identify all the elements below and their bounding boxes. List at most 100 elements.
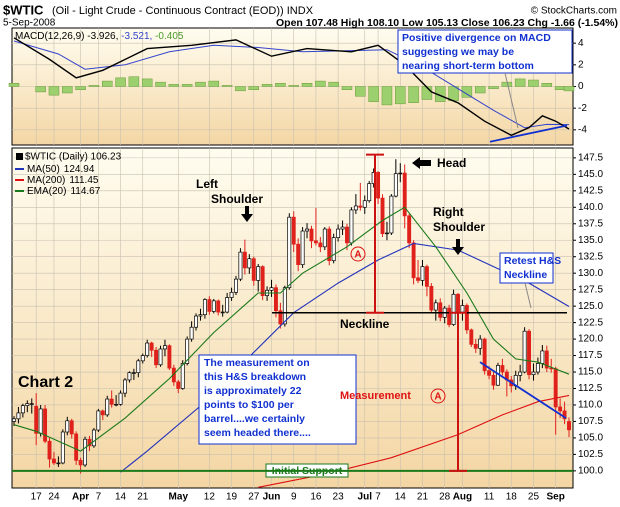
candle-body bbox=[211, 300, 216, 312]
y-tick-label: 137.5 bbox=[578, 218, 603, 229]
marks bbox=[8, 37, 575, 488]
candle-body bbox=[553, 368, 558, 408]
candle-body bbox=[305, 228, 309, 232]
histogram-bar bbox=[35, 86, 46, 93]
legend-name: MA(200) bbox=[27, 175, 65, 186]
candle-body bbox=[544, 350, 549, 369]
candle-body bbox=[380, 197, 385, 235]
y-tick-label: 100.0 bbox=[578, 466, 603, 477]
source: © StockCharts.com bbox=[531, 6, 617, 17]
histogram-bar bbox=[221, 85, 233, 87]
candle-body bbox=[109, 398, 114, 405]
candle-body bbox=[567, 421, 571, 431]
candle-body bbox=[176, 381, 181, 389]
histogram-bar bbox=[381, 86, 393, 106]
candle-body bbox=[202, 299, 207, 316]
candle-body bbox=[531, 371, 536, 376]
neckline-label: Neckline bbox=[340, 317, 390, 331]
signal-last: -3.521, bbox=[121, 31, 152, 42]
y-tick-label: 140.0 bbox=[578, 202, 603, 213]
candle-body bbox=[189, 326, 194, 340]
candle-body bbox=[269, 287, 274, 291]
note: points to $100 per bbox=[204, 399, 294, 411]
y-tick-label: 130.0 bbox=[578, 268, 603, 279]
series-line bbox=[13, 40, 570, 129]
note-box bbox=[198, 354, 357, 445]
macd-legend: MACD(12,26,9) -3.926, -3.521, -0.405 bbox=[15, 31, 184, 42]
histogram-bar bbox=[461, 86, 473, 98]
candle-body bbox=[127, 372, 132, 381]
y-tick-label: -2 bbox=[578, 103, 587, 114]
candle-body bbox=[260, 266, 265, 296]
histogram-bar bbox=[315, 80, 326, 87]
legend-swatch bbox=[16, 153, 23, 160]
candle-body bbox=[313, 240, 318, 244]
marker: A bbox=[434, 392, 441, 403]
candle-body bbox=[256, 266, 261, 281]
candle-body bbox=[274, 287, 278, 312]
legend-name: EMA(20) bbox=[27, 186, 66, 197]
histogram-bar bbox=[514, 78, 526, 87]
x-tick-label: 21 bbox=[137, 492, 149, 503]
candle-body bbox=[69, 420, 74, 435]
measurement-label: Measurement bbox=[340, 390, 411, 402]
candle-body bbox=[91, 429, 96, 447]
marker: A bbox=[354, 250, 361, 261]
y-tick-label: 105.0 bbox=[578, 433, 603, 444]
histogram-bar bbox=[62, 86, 73, 94]
candle-body bbox=[385, 232, 389, 235]
candle-body bbox=[353, 205, 358, 211]
candle-body bbox=[562, 410, 567, 420]
x-tick-label: 21 bbox=[417, 492, 429, 503]
symbol: $WTIC bbox=[3, 2, 44, 17]
candle-body bbox=[242, 251, 247, 269]
y-tick-label: 112.5 bbox=[578, 383, 603, 394]
candle-body bbox=[163, 345, 167, 350]
chart-label: Chart 2 bbox=[18, 374, 73, 391]
candle-body bbox=[207, 299, 212, 312]
candle-body bbox=[300, 230, 305, 265]
legend-value: 124.94 bbox=[64, 164, 95, 175]
candle-body bbox=[362, 200, 367, 208]
candle-body bbox=[318, 242, 323, 248]
x-tick-label: 27 bbox=[248, 492, 260, 503]
x-tick-label: 14 bbox=[115, 492, 127, 503]
x-tick-label: 24 bbox=[48, 492, 60, 503]
pointer bbox=[524, 282, 532, 309]
candle-body bbox=[47, 440, 52, 460]
arrow bbox=[241, 206, 253, 222]
histogram-bar bbox=[355, 86, 366, 97]
candle-body bbox=[87, 438, 92, 447]
y-tick-label: 125.0 bbox=[578, 301, 603, 312]
candle-body bbox=[140, 355, 145, 362]
legend-entry: MA(200) 111.45 bbox=[27, 175, 99, 186]
candle-body bbox=[56, 462, 61, 465]
candle-body bbox=[322, 228, 327, 248]
candle-body bbox=[234, 278, 238, 293]
candle-body bbox=[482, 338, 487, 372]
candle-body bbox=[345, 226, 349, 244]
candle-body bbox=[473, 344, 478, 349]
x-tick-label: 17 bbox=[31, 492, 43, 503]
histogram-bar bbox=[115, 77, 126, 87]
candle-body bbox=[29, 403, 34, 405]
histogram-bar bbox=[235, 86, 246, 92]
candle-body bbox=[424, 266, 429, 287]
note: seem headed there.... bbox=[204, 427, 311, 439]
x-tick-label: 7 bbox=[96, 492, 102, 503]
candle-body bbox=[376, 172, 381, 199]
annotations: MACD(12,26,9) -3.926, -3.521, -0.405 Pos… bbox=[12, 29, 573, 478]
macd-label: MACD(12,26,9) bbox=[15, 31, 84, 42]
candle-body bbox=[336, 228, 341, 238]
trendline bbox=[489, 124, 568, 143]
x-tick-label: 23 bbox=[333, 492, 345, 503]
note: is approximately 22 bbox=[204, 385, 302, 397]
candle-body bbox=[229, 291, 234, 298]
candle-body bbox=[309, 228, 314, 242]
x-tick-label: 19 bbox=[226, 492, 238, 503]
candle-body bbox=[469, 329, 474, 345]
candle-body bbox=[491, 374, 496, 386]
candle-body bbox=[558, 406, 563, 412]
legend-name: MA(50) bbox=[27, 164, 60, 175]
